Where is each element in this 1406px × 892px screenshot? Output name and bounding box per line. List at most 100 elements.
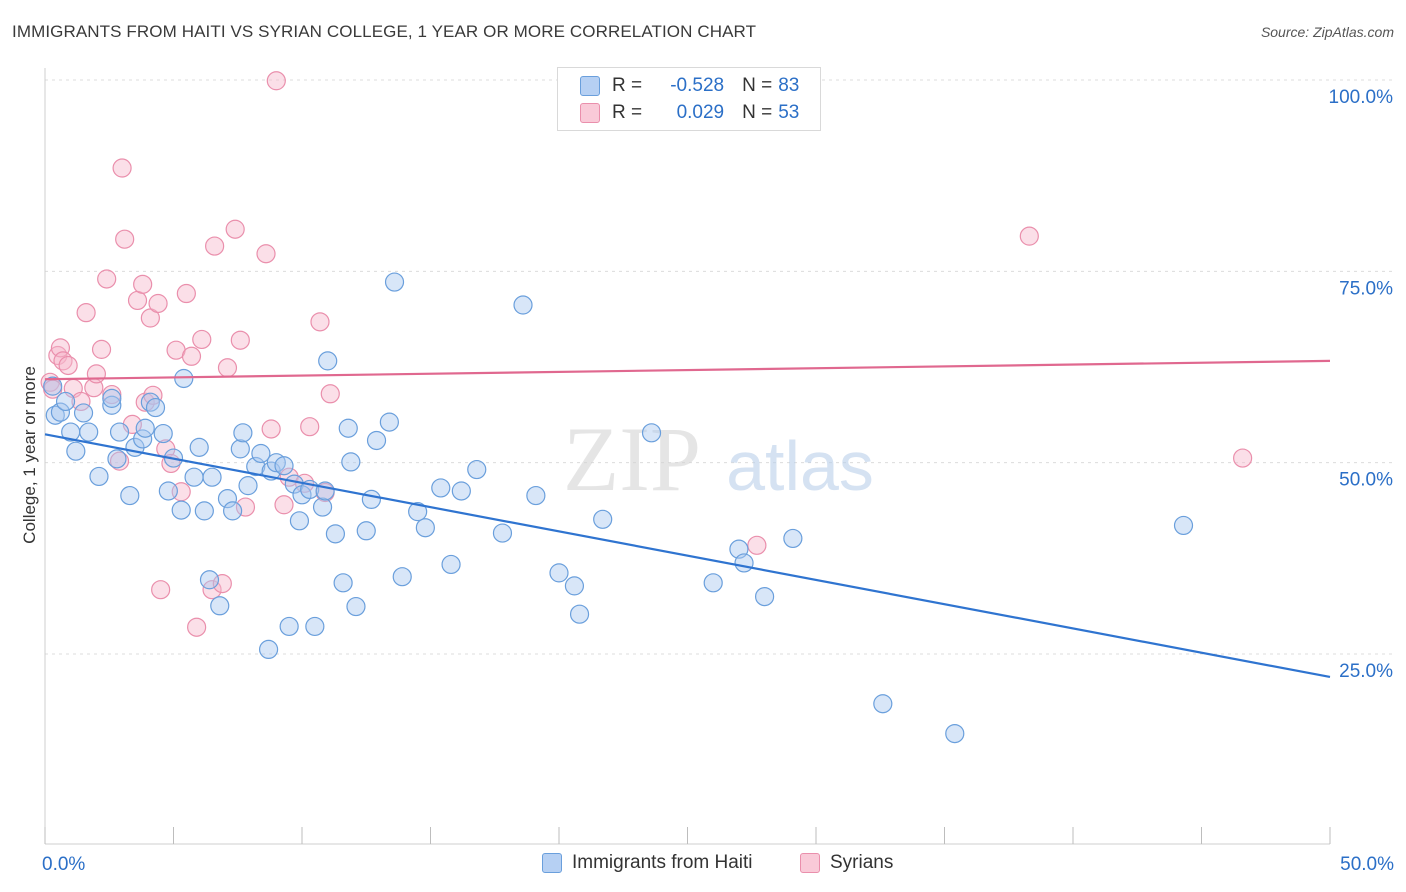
legend-r-label: R = [612,75,643,96]
haiti-point-69 [549,563,569,583]
y-axis-title: College, 1 year or more [20,366,39,544]
haiti-point-73 [641,423,662,443]
y-tick-label-1: 75.0% [1339,278,1393,299]
tick-labels: 100.0% 75.0% 50.0% 25.0% 0.0% 50.0% [42,87,1394,875]
syrians-point-19 [133,274,153,294]
syrians-point-10 [86,364,107,384]
haiti-point-10 [102,388,122,408]
syrians-point-2 [48,345,68,366]
syrians-point-16 [115,229,135,249]
haiti-point-68 [526,485,546,506]
syrians-point-15 [112,158,132,178]
series-haiti [43,272,1194,744]
haiti-point-46 [305,616,325,637]
haiti-point-13 [120,485,140,506]
haiti-point-55 [361,489,381,510]
haiti-point-50 [333,573,353,593]
legend-n-value: 83 [778,75,800,96]
syrians-point-31 [187,617,207,637]
haiti-point-81 [1173,515,1194,536]
haiti-point-82 [315,481,335,501]
haiti-point-48 [318,351,338,371]
haiti-point-80 [945,723,965,744]
syrians-point-14 [109,451,130,471]
watermark: ZIP atlas [563,408,874,510]
haiti-point-8 [89,466,109,487]
haiti-point-59 [392,567,412,587]
haiti-point-17 [140,392,160,412]
haiti-point-53 [346,596,366,617]
haiti-point-0 [43,376,63,396]
legend-r-value: 0.029 [676,102,725,123]
syrians-point-24 [151,580,171,600]
haiti-point-74 [703,573,723,593]
haiti-point-1 [45,405,65,425]
haiti-point-25 [189,437,209,457]
chart-title: IMMIGRANTS FROM HAITI VS SYRIAN COLLEGE,… [12,22,757,41]
haiti-point-56 [366,430,387,451]
haiti-point-26 [194,501,214,521]
syrians-point-42 [266,71,286,91]
haiti-point-32 [230,439,250,459]
legend-item-syrians: Syrians [800,852,893,874]
legend-r-value: -0.528 [670,75,725,96]
legend-n-label: N = [742,102,773,123]
haiti-point-28 [202,467,222,487]
syrians-point-40 [256,244,276,264]
haiti-point-72 [593,509,613,529]
haiti-point-79 [873,694,893,714]
syrians-point-5 [58,355,78,376]
haiti-point-20 [158,481,178,501]
syrians-point-12 [97,269,117,289]
y-tick-label-2: 50.0% [1339,470,1393,491]
haiti-point-43 [289,511,310,531]
haiti-point-66 [492,523,513,543]
syrians-point-51 [1019,226,1039,246]
haiti-point-51 [338,418,358,438]
y-tick-label-0: 100.0% [1329,87,1394,108]
haiti-point-36 [251,443,271,464]
haiti-point-52 [341,452,361,472]
watermark-zip: ZIP [563,408,701,510]
haiti-point-64 [451,481,471,501]
legend-n-label: N = [742,75,773,96]
watermark-atlas: atlas [726,427,874,505]
trend-line-syrians [44,359,1331,381]
haiti-point-70 [564,576,585,596]
haiti-point-2 [50,402,71,422]
syrians-point-37 [225,219,245,239]
haiti-point-6 [73,403,94,423]
legend-n-value: 53 [778,102,800,123]
syrians-point-36 [217,358,238,378]
haiti-point-77 [754,586,775,607]
axes [44,68,1331,845]
haiti-point-67 [513,295,533,315]
haiti-point-31 [223,501,243,521]
syrians-point-50 [747,535,767,555]
syrians-point-23 [148,293,168,314]
haiti-point-33 [233,423,253,443]
syrians-point-47 [310,312,330,332]
legend-swatch-haiti [580,76,600,96]
haiti-point-71 [569,604,590,624]
syrians-point-39 [235,497,256,517]
series-syrians [40,71,1253,637]
haiti-point-3 [55,391,76,412]
correlation-legend: R = -0.528 N = 83 R = 0.029 N = 53 [557,67,821,131]
syrians-point-8 [76,303,96,323]
haiti-point-63 [441,554,461,575]
haiti-point-29 [210,596,230,616]
haiti-point-18 [145,397,166,418]
y-tick-label-3: 25.0% [1339,661,1393,682]
trend-lines [44,359,1331,679]
haiti-point-60 [408,502,428,522]
haiti-point-49 [325,524,346,544]
legend-swatch-syrians [800,853,820,873]
legend-swatch-haiti [542,853,562,873]
syrians-point-20 [135,392,155,412]
series-legend: Immigrants from Haiti Syrians [0,852,1406,876]
haiti-point-76 [734,553,754,573]
haiti-point-54 [356,521,376,541]
syrians-point-11 [91,339,112,359]
syrians-point-34 [205,236,225,256]
